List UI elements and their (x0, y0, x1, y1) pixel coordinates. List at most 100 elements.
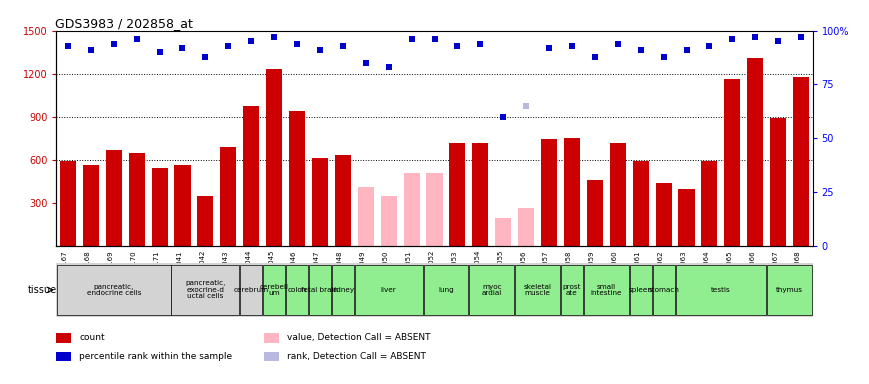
Text: fetal brain: fetal brain (302, 287, 338, 293)
Text: GSM774065: GSM774065 (726, 250, 733, 293)
Text: percentile rank within the sample: percentile rank within the sample (79, 352, 233, 361)
Bar (286, 265, 308, 315)
Text: GSM774045: GSM774045 (269, 250, 274, 293)
Text: GSM774068: GSM774068 (795, 250, 801, 293)
Bar (56, 352, 71, 361)
Bar (561, 265, 583, 315)
Bar (83, 165, 99, 246)
Bar (106, 151, 122, 246)
Bar (175, 166, 190, 246)
Text: pancreatic,
endocrine cells: pancreatic, endocrine cells (87, 284, 141, 296)
Bar (541, 139, 557, 246)
Text: GSM764171: GSM764171 (154, 250, 160, 293)
Text: GSM774043: GSM774043 (222, 250, 229, 293)
Bar (767, 265, 812, 315)
Bar (633, 161, 649, 246)
Text: GSM774064: GSM774064 (703, 250, 709, 293)
Text: GSM774053: GSM774053 (451, 250, 457, 293)
Bar (221, 147, 236, 246)
Text: testis: testis (711, 287, 731, 293)
Text: GSM774049: GSM774049 (360, 250, 366, 293)
Bar (630, 265, 652, 315)
Text: GSM774041: GSM774041 (176, 250, 182, 293)
Text: GSM774050: GSM774050 (382, 250, 388, 293)
Bar (197, 195, 214, 246)
Text: GSM774058: GSM774058 (566, 250, 572, 293)
Text: spleen: spleen (629, 287, 653, 293)
Bar (312, 158, 328, 246)
Bar (747, 58, 763, 246)
Text: colon: colon (288, 287, 307, 293)
Bar (610, 142, 626, 246)
Text: myoc
ardial: myoc ardial (481, 284, 502, 296)
Text: cerebrum: cerebrum (234, 287, 269, 293)
Text: pancreatic,
exocrine-d
uctal cells: pancreatic, exocrine-d uctal cells (185, 280, 226, 300)
Bar (335, 155, 351, 246)
Text: lung: lung (438, 287, 454, 293)
Bar (264, 333, 279, 343)
Text: cerebell
um: cerebell um (260, 284, 289, 296)
Bar (358, 187, 374, 246)
Bar (129, 152, 144, 246)
Bar (584, 265, 629, 315)
Text: GDS3983 / 202858_at: GDS3983 / 202858_at (55, 17, 193, 30)
Text: GSM764167: GSM764167 (62, 250, 68, 293)
Text: GSM774047: GSM774047 (314, 250, 320, 293)
Text: GSM774067: GSM774067 (773, 250, 778, 293)
Bar (449, 142, 466, 246)
Bar (427, 173, 442, 246)
Text: GSM774042: GSM774042 (199, 250, 205, 293)
Text: count: count (79, 333, 105, 343)
Bar (240, 265, 262, 315)
Bar (770, 118, 786, 246)
Bar (423, 265, 468, 315)
Bar (264, 352, 279, 361)
Bar (56, 333, 71, 343)
Text: skeletal
muscle: skeletal muscle (524, 284, 552, 296)
Text: GSM764169: GSM764169 (108, 250, 114, 293)
Bar (57, 265, 170, 315)
Text: GSM774061: GSM774061 (634, 250, 640, 293)
Text: prost
ate: prost ate (563, 284, 581, 296)
Text: rank, Detection Call = ABSENT: rank, Detection Call = ABSENT (288, 352, 426, 361)
Text: liver: liver (381, 287, 396, 293)
Bar (793, 77, 809, 246)
Bar (515, 265, 560, 315)
Text: GSM774066: GSM774066 (749, 250, 755, 293)
Text: value, Detection Call = ABSENT: value, Detection Call = ABSENT (288, 333, 431, 343)
Bar (725, 79, 740, 246)
Bar (289, 111, 305, 246)
Text: GSM764168: GSM764168 (85, 250, 91, 293)
Bar (151, 168, 168, 246)
Text: GSM774060: GSM774060 (612, 250, 618, 293)
Text: tissue: tissue (27, 285, 56, 295)
Bar (355, 265, 422, 315)
Text: GSM774055: GSM774055 (497, 250, 503, 293)
Text: GSM774048: GSM774048 (337, 250, 343, 293)
Text: GSM774056: GSM774056 (521, 250, 526, 293)
Bar (60, 161, 76, 246)
Bar (332, 265, 354, 315)
Text: small
intestine: small intestine (591, 284, 622, 296)
Bar (679, 189, 694, 246)
Bar (309, 265, 331, 315)
Text: GSM774063: GSM774063 (680, 250, 687, 293)
Bar (518, 209, 534, 246)
Bar (266, 70, 282, 246)
Text: GSM774052: GSM774052 (428, 250, 434, 293)
Bar (564, 137, 580, 246)
Bar (701, 161, 718, 246)
Bar (403, 173, 420, 246)
Text: GSM774046: GSM774046 (291, 250, 297, 293)
Text: thymus: thymus (776, 287, 803, 293)
Text: kidney: kidney (331, 287, 355, 293)
Bar (675, 265, 766, 315)
Bar (495, 218, 511, 246)
Text: GSM774044: GSM774044 (245, 250, 251, 293)
Text: GSM774054: GSM774054 (474, 250, 481, 293)
Bar (473, 142, 488, 246)
Text: GSM774057: GSM774057 (543, 250, 549, 293)
Bar (243, 106, 259, 246)
Text: GSM774051: GSM774051 (406, 250, 412, 293)
Text: stomach: stomach (648, 287, 679, 293)
